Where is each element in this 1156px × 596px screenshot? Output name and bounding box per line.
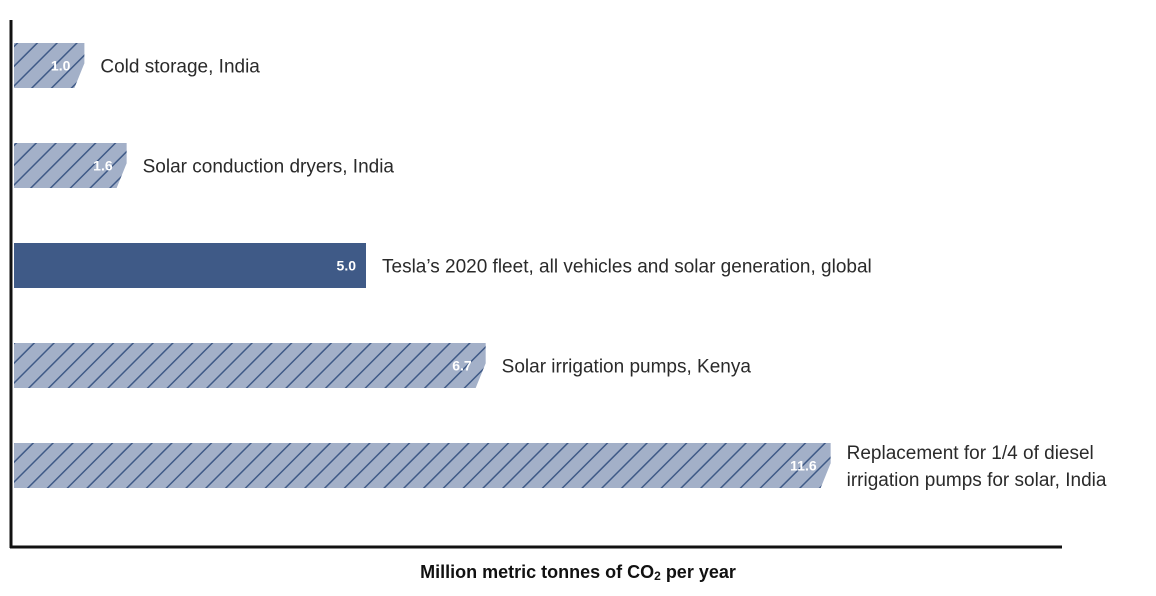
category-label-kenya-pumps: Solar irrigation pumps, Kenya [502,357,752,378]
category-label-cold-storage: Cold storage, India [100,57,260,78]
bar-group-india-pumps: 11.6 Replacement for 1/4 of diesel irrigat… [14,443,1107,491]
bars-layer: 1.0 Cold storage, India 1.6 Solar conductio… [14,43,1107,491]
category-label-solar-dryers: Solar conduction dryers, India [143,157,395,178]
bar-solar-dryers [14,143,127,188]
value-label-cold-storage: 1.0 [51,58,71,74]
category-label-india-pumps: Replacement for 1/4 of diesel irrigation … [847,443,1107,491]
category-label-line: irrigation pumps for solar, India [847,470,1107,491]
bar-group-tesla-fleet: 5.0 Tesla’s 2020 fleet, all vehicles and … [14,243,872,288]
value-label-tesla-fleet: 5.0 [337,258,357,274]
bar-india-pumps [14,443,831,488]
value-label-kenya-pumps: 6.7 [452,358,472,374]
bar-kenya-pumps [14,343,486,388]
category-label-line: Replacement for 1/4 of diesel [847,443,1094,464]
category-label-tesla-fleet: Tesla’s 2020 fleet, all vehicles and sol… [382,257,872,278]
bar-group-kenya-pumps: 6.7 Solar irrigation pumps, Kenya [14,343,751,388]
bar-tesla-fleet [14,243,366,288]
bar-group-cold-storage: 1.0 Cold storage, India [14,43,260,88]
bar-group-solar-dryers: 1.6 Solar conduction dryers, India [14,143,394,188]
value-label-india-pumps: 11.6 [790,458,817,474]
value-label-solar-dryers: 1.6 [93,158,113,174]
x-axis-label: Million metric tonnes of CO2 per year [420,562,736,583]
bar-cold-storage [14,43,85,88]
